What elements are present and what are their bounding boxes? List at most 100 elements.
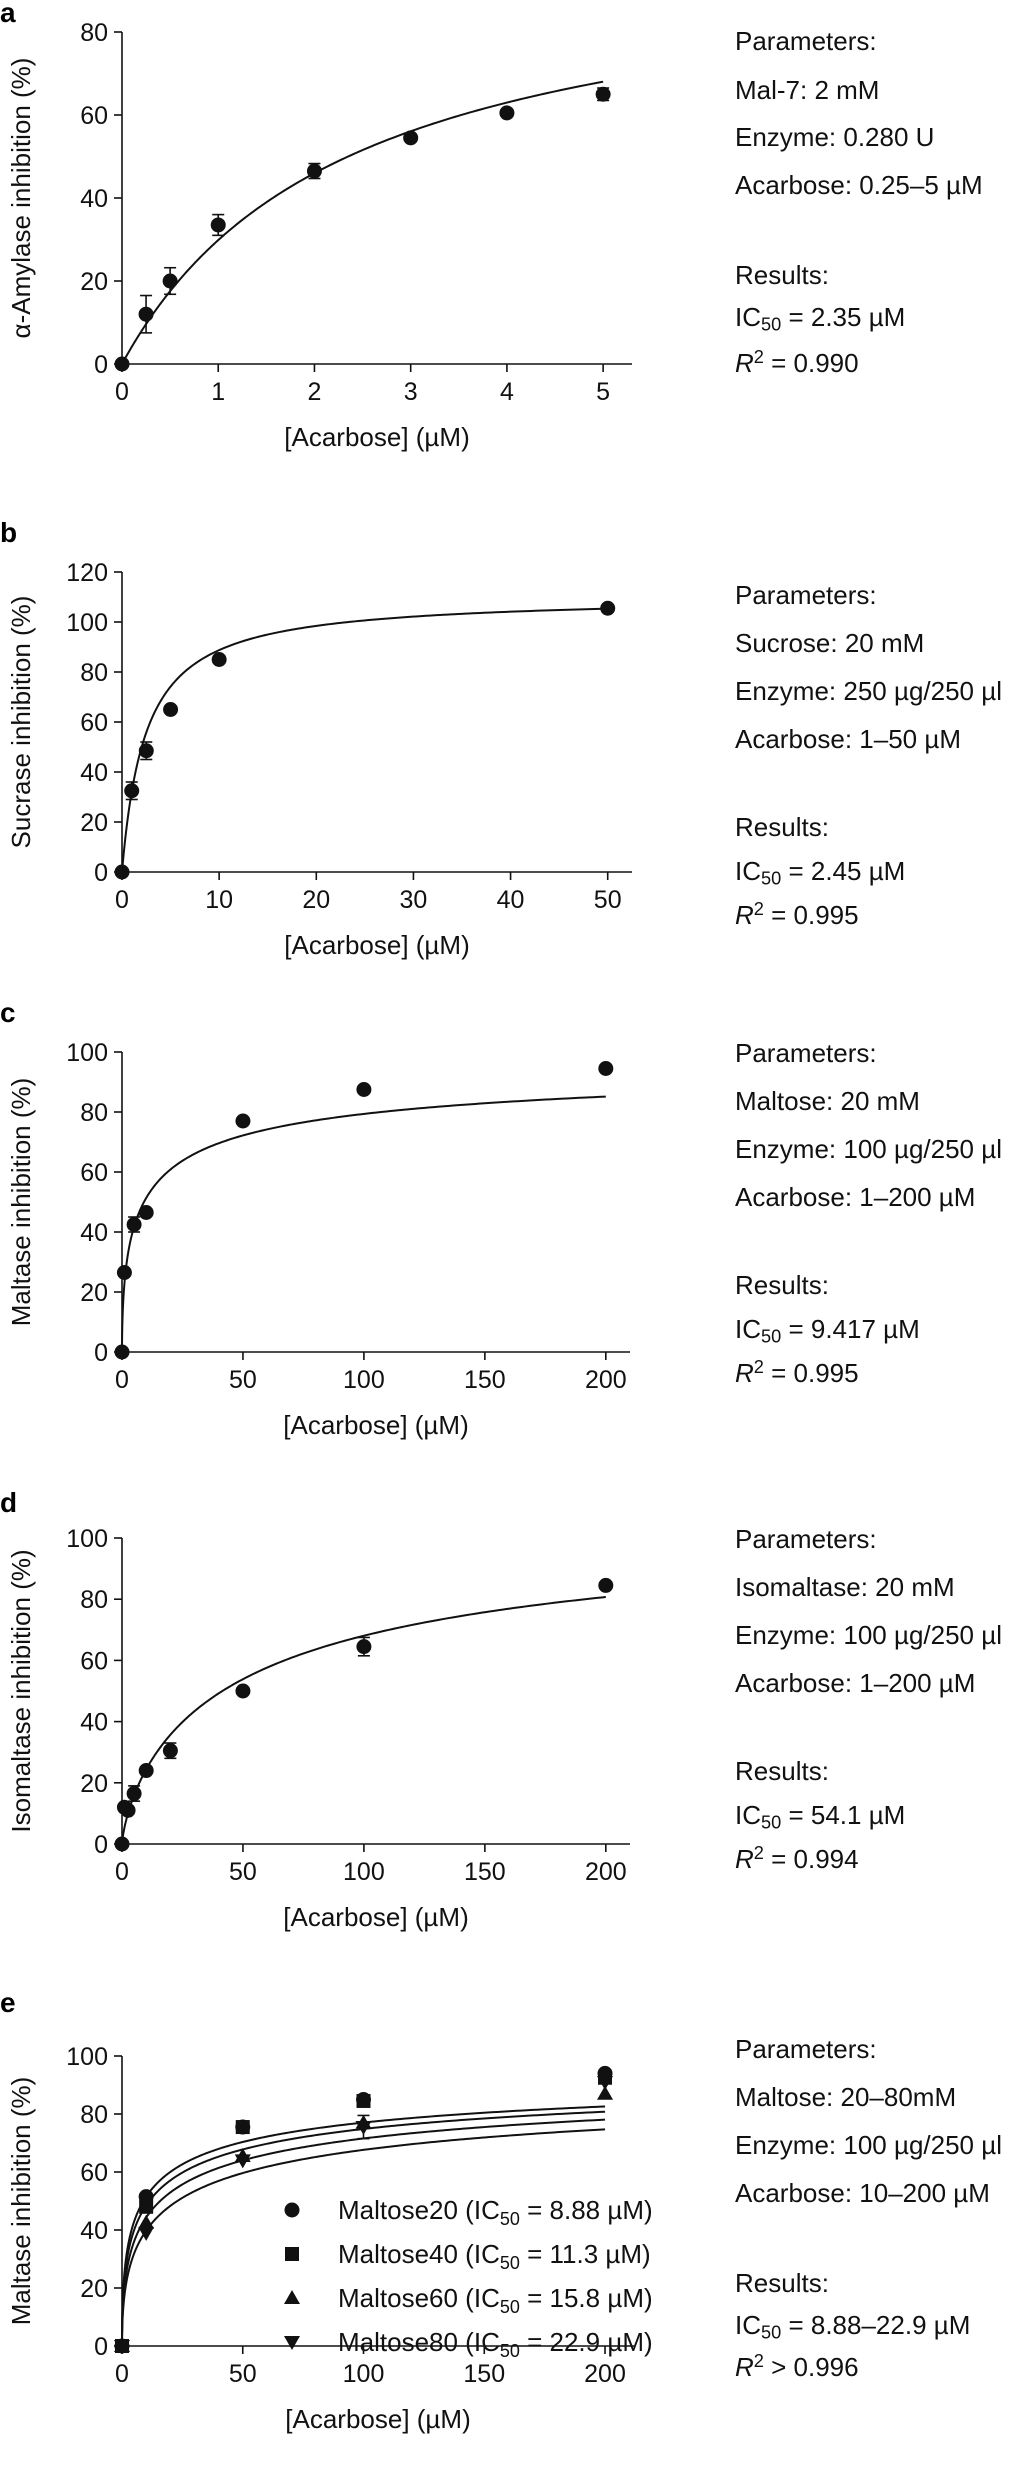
legend-marker-2 (285, 2247, 299, 2261)
x-tick-label: 200 (585, 1858, 627, 1886)
x-tick-label: 150 (463, 2360, 505, 2388)
y-axis-label: Isomaltase inhibition (%) (6, 1549, 36, 1832)
y-tick-label: 20 (80, 268, 108, 296)
panel-letter-b: b (0, 520, 17, 548)
fit-curve-2 (121, 2110, 606, 2346)
results-heading: Results: (735, 1756, 829, 1786)
result-ic50: IC50 = 54.1 µM (735, 1800, 906, 1833)
legend-marker-1 (284, 2202, 300, 2218)
y-tick-label: 60 (80, 1647, 108, 1675)
parameter-substrate: Maltose: 20–80mM (735, 2082, 957, 2112)
data-point (114, 1836, 130, 1852)
x-tick-label: 30 (400, 886, 428, 914)
parameter-enzyme: Enzyme: 0.280 U (735, 122, 935, 152)
y-tick-label: 40 (80, 1709, 108, 1737)
y-tick-label: 80 (80, 2101, 108, 2129)
parameter-acarbose: Acarbose: 10–200 µM (735, 2178, 990, 2208)
data-point (114, 2340, 130, 2354)
data-point (356, 1639, 372, 1655)
plot-area-c: 0 20 40 60 80 100 0 50 100 150 200 [Acarbose] (µM) M… (6, 1039, 630, 1440)
parameter-enzyme: Enzyme: 100 µg/250 µl (735, 1620, 1002, 1650)
plot-area-b: 0 20 40 60 80 100 120 0 10 20 30 40 50 [Acarbose] (µM… (6, 559, 632, 960)
data-point (114, 356, 130, 372)
y-tick-label: 40 (80, 185, 108, 213)
panel-letter-a: a (0, 0, 16, 28)
y-axis-label: Sucrase inhibition (%) (6, 596, 36, 849)
data-point (306, 163, 322, 179)
x-tick-label: 100 (343, 1858, 385, 1886)
y-tick-label: 100 (66, 1525, 108, 1553)
chart-a-svg: a 0 20 40 60 80 0 1 2 3 4 5 [Acarbose] (µM) α-Amylas… (0, 0, 632, 452)
results-heading: Results: (735, 260, 829, 290)
y-tick-label: 20 (80, 1279, 108, 1307)
y-tick-label: 80 (80, 1586, 108, 1614)
legend-label-2: Maltose40 (IC50 = 11.3 µM) (338, 2239, 651, 2273)
x-tick-label: 200 (584, 2360, 626, 2388)
y-tick-label: 60 (80, 2159, 108, 2187)
data-point (597, 2085, 614, 2100)
y-tick-label: 0 (94, 1339, 108, 1367)
y-tick-label: 60 (80, 102, 108, 130)
parameter-substrate: Maltose: 20 mM (735, 1086, 920, 1116)
fit-curve-4 (121, 2128, 606, 2346)
panel-letter-e: e (0, 1990, 16, 2018)
data-point (356, 1082, 372, 1097)
parameters-heading: Parameters: (735, 2034, 877, 2064)
chart-e-svg: e 0 20 40 60 80 100 0 50 100 150 200 [Acarbose] (µM… (0, 1990, 653, 2434)
result-ic50: IC50 = 2.45 µM (735, 856, 906, 889)
data-point (126, 1786, 142, 1802)
parameter-acarbose: Acarbose: 0.25–5 µM (735, 170, 983, 200)
y-axis-label: Maltase inhibition (%) (6, 2077, 36, 2326)
data-point (138, 306, 154, 322)
x-tick-label: 10 (205, 886, 233, 914)
panel-a: a 0 20 40 60 80 0 1 2 3 4 5 [Acarbose] (µM) α-Amylas… (0, 0, 1012, 478)
plot-area-e: 0 20 40 60 80 100 0 50 100 150 200 [Acarbose] (µM) M… (6, 2043, 634, 2434)
x-tick-label: 0 (115, 378, 129, 406)
legend-marker-3 (284, 2290, 300, 2304)
x-tick-label: 0 (115, 2360, 129, 2388)
data-point (600, 600, 616, 616)
parameters-heading: Parameters: (735, 580, 877, 610)
y-tick-label: 120 (66, 559, 108, 587)
data-point (139, 2199, 154, 2214)
fit-curve-1 (121, 1595, 606, 1844)
data-point (235, 2120, 250, 2135)
data-point (235, 1113, 251, 1129)
y-tick-label: 100 (66, 1039, 108, 1067)
data-point (126, 1217, 142, 1232)
x-tick-label: 1 (211, 378, 225, 406)
data-point (598, 1061, 614, 1076)
x-tick-label: 200 (585, 1366, 627, 1394)
data-point (114, 864, 130, 880)
fit-curve-1 (121, 1095, 606, 1352)
y-tick-label: 20 (80, 2275, 108, 2303)
data-point (355, 2121, 372, 2136)
result-r2: R2 = 0.995 (735, 898, 859, 930)
x-tick-label: 50 (229, 2360, 257, 2388)
legend-label-1: Maltose20 (IC50 = 8.88 µM) (338, 2195, 653, 2229)
parameters-heading: Parameters: (735, 1524, 877, 1554)
panel-e: e 0 20 40 60 80 100 0 50 100 150 200 [Acarbose] (µM… (0, 1990, 1012, 2470)
parameter-enzyme: Enzyme: 250 µg/250 µl (735, 676, 1002, 706)
y-tick-label: 80 (80, 19, 108, 47)
x-tick-label: 20 (302, 886, 330, 914)
data-point (124, 783, 140, 799)
data-point (120, 1802, 136, 1818)
panel-b: b 0 20 40 60 80 100 120 0 10 20 30 40 50 [Acarbose] (… (0, 520, 1012, 970)
data-point (595, 86, 611, 102)
result-r2: R2 = 0.995 (735, 1356, 859, 1388)
data-point (162, 273, 178, 289)
data-point (114, 1344, 130, 1360)
x-axis-label: [Acarbose] (µM) (283, 1902, 468, 1932)
data-point (138, 743, 154, 759)
x-axis-label: [Acarbose] (µM) (283, 1410, 468, 1440)
y-tick-label: 0 (94, 351, 108, 379)
x-tick-label: 100 (343, 2360, 385, 2388)
chart-b-svg: b 0 20 40 60 80 100 120 0 10 20 30 40 50 [Acarbose] (… (0, 520, 632, 960)
fit-curve-1 (121, 2105, 606, 2346)
x-tick-label: 40 (497, 886, 525, 914)
y-tick-label: 60 (80, 1159, 108, 1187)
y-tick-label: 100 (66, 2043, 108, 2071)
data-point (211, 652, 227, 667)
parameter-acarbose: Acarbose: 1–200 µM (735, 1182, 976, 1212)
